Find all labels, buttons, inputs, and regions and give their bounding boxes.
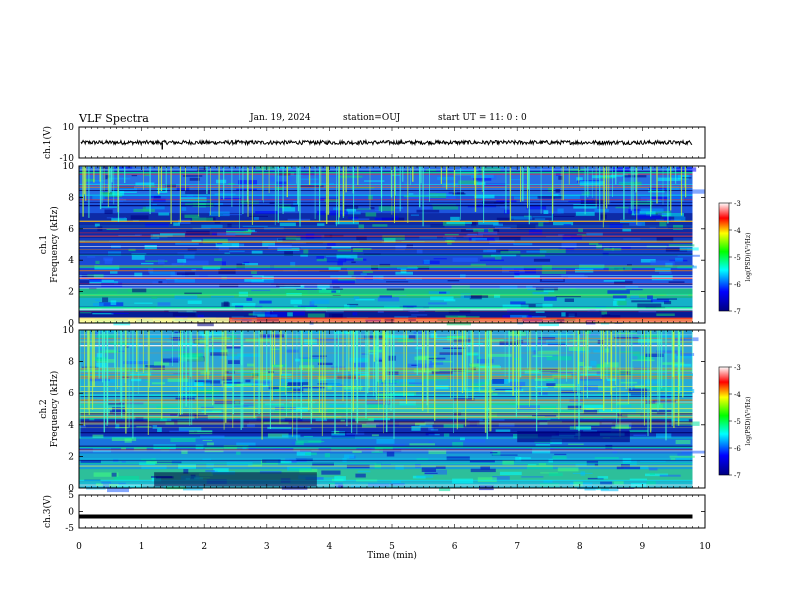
colorbar-tick-ch1-spectrogram: -6 — [734, 281, 741, 289]
colorbar-tick-ch2-spectrogram: -6 — [734, 445, 741, 453]
ytick-ch2-spectrogram: 6 — [68, 389, 74, 399]
xaxis-label: Time (min) — [367, 550, 417, 561]
ylabel2-ch2-spectrogram: Frequency (kHz) — [49, 371, 60, 448]
xtick-label: 5 — [389, 542, 395, 552]
colorbar-ch1-spectrogram — [718, 202, 730, 312]
ylabel-ch2-spectrogram: ch.2 — [39, 399, 49, 418]
ylabel-ch1-waveform: ch.1(V) — [42, 126, 53, 159]
colorbar-tick-ch1-spectrogram: -3 — [734, 200, 741, 208]
colorbar-label-ch1-spectrogram: log(PSD)(V²/Hz) — [745, 233, 752, 282]
colorbar-tick-ch2-spectrogram: -7 — [734, 472, 741, 480]
colorbar-label-ch2-spectrogram: log(PSD)(V²/Hz) — [745, 397, 752, 446]
xtick-label: 8 — [577, 542, 583, 552]
ytick-ch2-spectrogram: 10 — [63, 326, 75, 336]
ylabel2-ch1-spectrogram: Frequency (kHz) — [49, 206, 60, 283]
xtick-label: 7 — [514, 542, 520, 552]
ytick-ch1-spectrogram: 8 — [68, 193, 74, 203]
ytick-ch3-waveform: 0 — [68, 508, 74, 518]
ytick-ch3-waveform: 5 — [68, 491, 74, 501]
ytick-ch1-waveform: -10 — [60, 154, 75, 164]
ytick-ch1-spectrogram: 6 — [68, 225, 74, 235]
ylabel-ch1-spectrogram: ch.1 — [39, 235, 49, 254]
ytick-ch1-spectrogram: 2 — [68, 288, 74, 298]
start-time-label: start UT = 11: 0 : 0 — [438, 113, 527, 123]
colorbar-tick-ch2-spectrogram: -5 — [734, 418, 741, 426]
colorbar-tick-ch1-spectrogram: -4 — [734, 227, 741, 235]
xtick-label: 0 — [76, 542, 82, 552]
ch1-spectrogram-image — [79, 165, 706, 327]
ylabel-ch3-waveform: ch.3(V) — [42, 495, 53, 528]
xtick-label: 10 — [699, 542, 711, 552]
ytick-ch1-spectrogram: 10 — [63, 162, 75, 172]
figure-title: VLF Spectra — [79, 112, 149, 125]
panel-frame-ch3-waveform — [78, 494, 706, 529]
ytick-ch2-spectrogram: 0 — [68, 484, 74, 494]
colorbar-ch2-spectrogram — [718, 366, 730, 476]
date-label: Jan. 19, 2024 — [250, 113, 311, 123]
xtick-label: 1 — [139, 542, 145, 552]
xtick-label: 2 — [201, 542, 207, 552]
ch1-waveform-line — [80, 138, 693, 147]
ytick-ch1-spectrogram: 4 — [68, 256, 74, 266]
colorbar-tick-ch2-spectrogram: -4 — [734, 391, 741, 399]
ytick-ch1-spectrogram: 0 — [68, 319, 74, 329]
xtick-label: 4 — [327, 542, 333, 552]
ch2-spectrogram-image — [79, 330, 705, 493]
xtick-label: 3 — [264, 542, 270, 552]
ytick-ch2-spectrogram: 8 — [68, 358, 74, 368]
ytick-ch3-waveform: -5 — [65, 524, 74, 534]
station-label: station=OUJ — [343, 113, 401, 123]
colorbar-tick-ch1-spectrogram: -5 — [734, 254, 741, 262]
colorbar-tick-ch2-spectrogram: -3 — [734, 364, 741, 372]
ytick-ch2-spectrogram: 2 — [68, 452, 74, 462]
colorbar-tick-ch1-spectrogram: -7 — [734, 308, 741, 316]
xtick-label: 6 — [452, 542, 458, 552]
ytick-ch1-waveform: 10 — [63, 123, 75, 133]
xtick-label: 9 — [640, 542, 646, 552]
ytick-ch2-spectrogram: 4 — [68, 421, 74, 431]
